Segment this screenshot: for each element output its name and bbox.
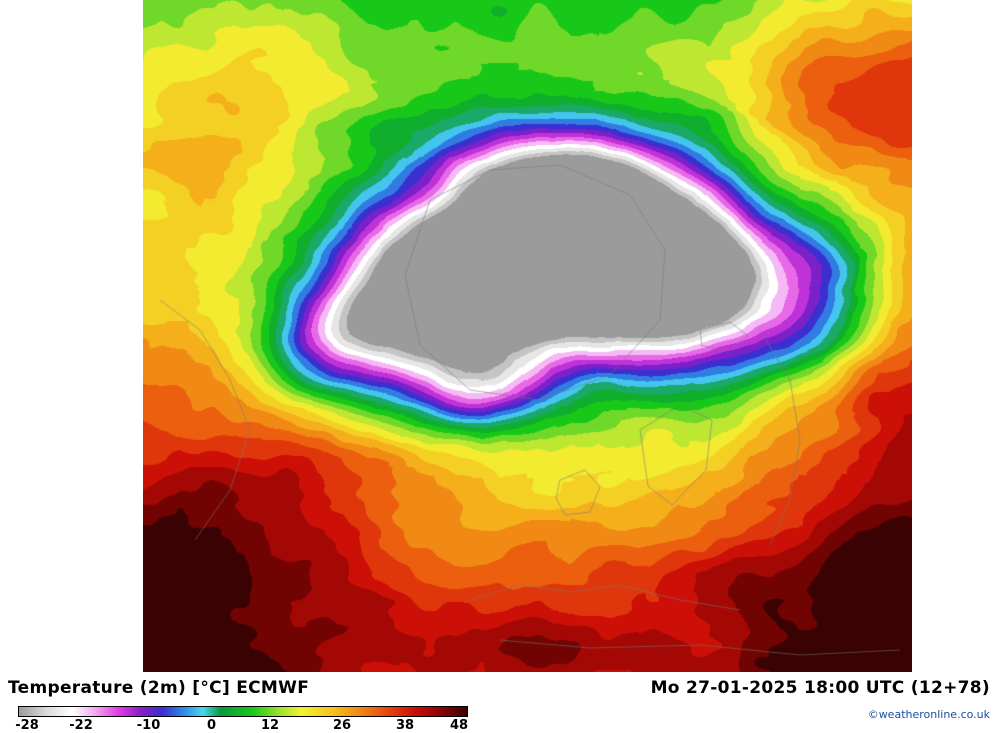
map-area[interactable] xyxy=(0,0,1000,672)
color-scale-tick: 38 xyxy=(395,718,415,733)
color-scale-tick: 12 xyxy=(260,718,280,733)
map-footer: Temperature (2m) [°C] ECMWF Mo 27-01-202… xyxy=(0,672,1000,733)
credit-label: ©weatheronline.co.uk xyxy=(867,708,990,721)
color-scale-tick: -28 xyxy=(15,718,39,733)
map-right-margin xyxy=(912,0,1000,672)
color-scale-tick: 0 xyxy=(206,718,217,733)
color-scale-tick: -10 xyxy=(136,718,161,733)
color-scale: -28 -22 -10 0 12 26 38 48 xyxy=(8,706,478,733)
map-left-margin xyxy=(0,0,143,672)
color-scale-tick: 26 xyxy=(332,718,352,733)
temperature-map-canvas[interactable] xyxy=(0,0,1000,672)
color-scale-gradient xyxy=(18,706,468,717)
map-valid-time: Mo 27-01-2025 18:00 UTC (12+78) xyxy=(650,678,990,698)
color-scale-tick: 48 xyxy=(449,718,469,733)
color-scale-tick: -22 xyxy=(69,718,93,733)
map-title: Temperature (2m) [°C] ECMWF xyxy=(8,678,310,698)
